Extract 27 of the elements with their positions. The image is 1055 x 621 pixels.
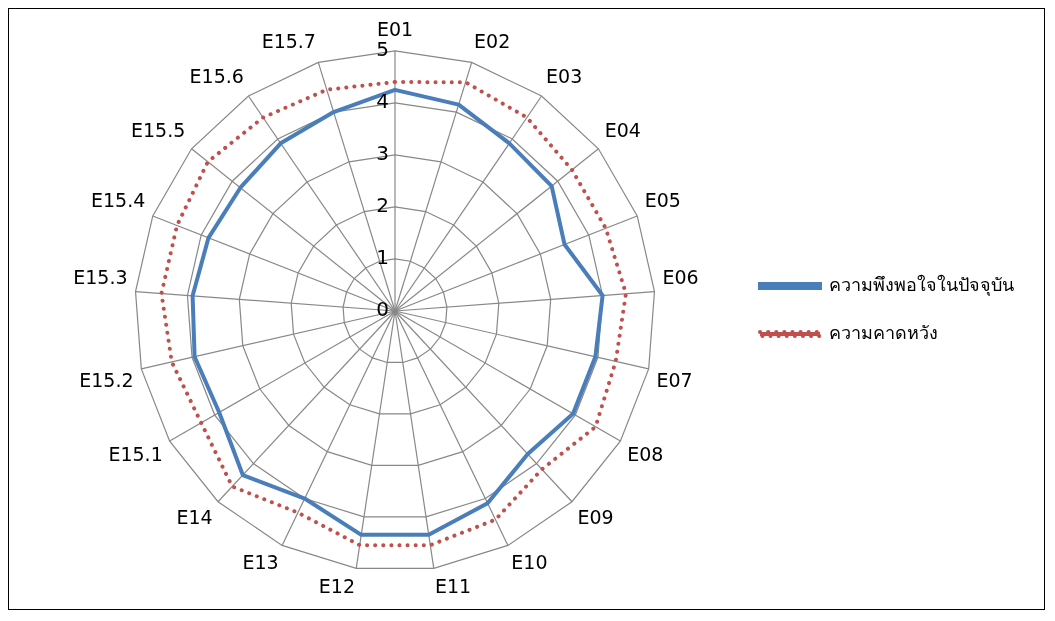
legend-label: ความพึงพอใจในปัจจุบัน: [829, 273, 1014, 296]
spoke-label: E15.7: [261, 30, 316, 53]
spoke-label: E02: [474, 30, 511, 53]
spoke-label: E09: [577, 505, 614, 528]
spoke-label: E04: [604, 119, 641, 142]
spoke-label: E15.2: [79, 369, 134, 392]
spoke-label: E15.6: [189, 64, 244, 87]
spoke-label: E10: [511, 550, 548, 573]
spoke-label: E06: [662, 266, 699, 289]
y-tick-label: 2: [376, 193, 389, 218]
spoke-label: E08: [627, 443, 664, 466]
y-tick-label: 3: [376, 141, 389, 166]
y-tick-label: 1: [376, 245, 389, 270]
spoke-label: E13: [242, 550, 279, 573]
spoke-label: E03: [546, 64, 583, 87]
spoke-label: E15.1: [108, 443, 163, 466]
spoke-label: E15.3: [73, 266, 128, 289]
y-tick-label: 0: [376, 297, 389, 322]
spoke-label: E05: [644, 188, 681, 211]
spoke-label: E07: [656, 369, 693, 392]
legend-label: ความคาดหวัง: [829, 321, 938, 343]
spoke-label: E15.4: [91, 188, 146, 211]
spoke-label: E11: [434, 574, 472, 597]
spoke-label: E14: [176, 505, 213, 528]
spoke-label: E15.5: [131, 119, 186, 142]
y-tick-label: 4: [376, 89, 389, 114]
spoke-label: E12: [318, 574, 356, 597]
